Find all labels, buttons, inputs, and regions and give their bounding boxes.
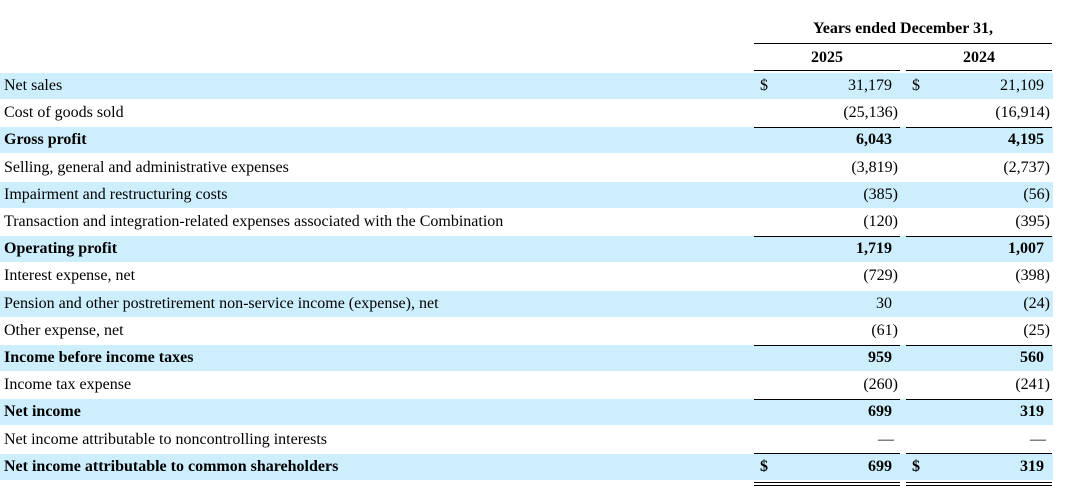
cell-value: (398) xyxy=(1015,267,1050,285)
cell-value: (241) xyxy=(1015,376,1050,394)
row-label: Pension and other postretirement non-ser… xyxy=(4,294,439,312)
table-row: Net income attributable to common shareh… xyxy=(0,453,1067,480)
table-row: Income tax expense (260) (241) xyxy=(0,372,1067,398)
cell-value: 699 xyxy=(868,403,892,421)
currency-symbol: $ xyxy=(760,457,768,475)
table-row: Income before income taxes 959 560 xyxy=(0,345,1067,371)
row-label: Interest expense, net xyxy=(4,267,136,285)
table-row: Impairment and restructuring costs (385) (… xyxy=(0,181,1067,208)
row-shading xyxy=(0,127,1053,154)
header-rule xyxy=(754,43,1052,44)
cell-value: 4,195 xyxy=(1008,131,1044,149)
cell-value: (25) xyxy=(1023,321,1050,339)
cell-value: 1,007 xyxy=(1008,240,1044,258)
cell-value: 319 xyxy=(1020,403,1044,421)
row-shading xyxy=(0,399,1053,426)
cell-value: (260) xyxy=(863,376,898,394)
row-label: Cost of goods sold xyxy=(4,104,124,122)
table-row: Pension and other postretirement non-ser… xyxy=(0,290,1067,317)
cell-value: 699 xyxy=(868,457,892,475)
subtotal-rule xyxy=(754,398,900,400)
cell-value: (24) xyxy=(1023,294,1050,312)
subtotal-rule xyxy=(754,126,900,128)
cell-value: — xyxy=(878,430,894,448)
cell-value: 31,179 xyxy=(848,77,892,94)
row-label: Net income attributable to common shareh… xyxy=(4,457,339,475)
cell-value: 959 xyxy=(868,349,892,366)
cell-value: (25,136) xyxy=(843,104,898,122)
column-rule xyxy=(754,70,900,71)
table-row: Operating profit 1,719 1,007 xyxy=(0,236,1067,263)
row-label: Income tax expense xyxy=(4,376,132,394)
subtotal-rule xyxy=(754,344,900,346)
cell-value: (120) xyxy=(863,213,898,230)
column-header: 2024 xyxy=(963,49,995,66)
cell-value: — xyxy=(1030,430,1046,448)
total-double-rule xyxy=(754,481,900,486)
cell-value: (2,737) xyxy=(1003,158,1050,176)
cell-value: (385) xyxy=(863,185,898,203)
subtotal-rule xyxy=(754,235,900,237)
subtotal-rule xyxy=(906,126,1052,128)
cell-value: (729) xyxy=(863,267,898,285)
subtotal-rule xyxy=(906,235,1052,237)
cell-value: (3,819) xyxy=(851,158,898,176)
cell-value: (56) xyxy=(1023,185,1050,203)
subtotal-rule xyxy=(754,453,900,455)
row-label: Net income xyxy=(4,403,81,421)
table-row: Other expense, net (61) (25) xyxy=(0,318,1067,344)
row-shading xyxy=(0,181,1053,208)
row-shading xyxy=(0,236,1053,263)
subtotal-rule xyxy=(906,398,1052,400)
table-row: Gross profit 6,043 4,195 xyxy=(0,127,1067,154)
subtotal-rule xyxy=(906,344,1052,346)
row-shading xyxy=(0,453,1053,480)
column-header: 2025 xyxy=(811,49,843,66)
table-row: Net sales $31,179 $21,109 xyxy=(0,73,1067,99)
total-double-rule xyxy=(906,481,1052,486)
table-row: Selling, general and administrative expe… xyxy=(0,155,1067,181)
currency-symbol: $ xyxy=(760,77,768,94)
table-row: Interest expense, net (729) (398) xyxy=(0,263,1067,289)
row-label: Income before income taxes xyxy=(4,349,194,366)
cell-value: 1,719 xyxy=(856,240,892,258)
row-label: Transaction and integration-related expe… xyxy=(4,213,504,230)
cell-value: 21,109 xyxy=(1000,77,1044,94)
row-shading xyxy=(0,73,1053,99)
cell-value: 560 xyxy=(1020,349,1044,366)
row-shading xyxy=(0,345,1053,371)
row-label: Net income attributable to noncontrollin… xyxy=(4,430,328,448)
cell-value: 6,043 xyxy=(856,131,892,149)
column-rule xyxy=(906,70,1052,71)
cell-value: (61) xyxy=(871,321,898,339)
row-label: Impairment and restructuring costs xyxy=(4,185,228,203)
row-label: Net sales xyxy=(4,77,63,94)
table-row: Cost of goods sold (25,136) (16,914) xyxy=(0,100,1067,126)
cell-value: (395) xyxy=(1015,213,1050,230)
row-label: Selling, general and administrative expe… xyxy=(4,158,289,176)
table-row: Transaction and integration-related expe… xyxy=(0,209,1067,235)
header-title: Years ended December 31, xyxy=(812,20,994,37)
table-row: Net income 699 319 xyxy=(0,399,1067,426)
row-label: Other expense, net xyxy=(4,321,124,339)
cell-value: (16,914) xyxy=(995,104,1050,122)
table-row: Net income attributable to noncontrollin… xyxy=(0,427,1067,453)
row-label: Operating profit xyxy=(4,240,118,258)
currency-symbol: $ xyxy=(912,77,920,94)
currency-symbol: $ xyxy=(912,457,920,475)
row-shading xyxy=(0,290,1053,317)
cell-value: 30 xyxy=(876,294,892,312)
subtotal-rule xyxy=(906,453,1052,455)
cell-value: 319 xyxy=(1020,457,1044,475)
row-label: Gross profit xyxy=(4,131,87,149)
